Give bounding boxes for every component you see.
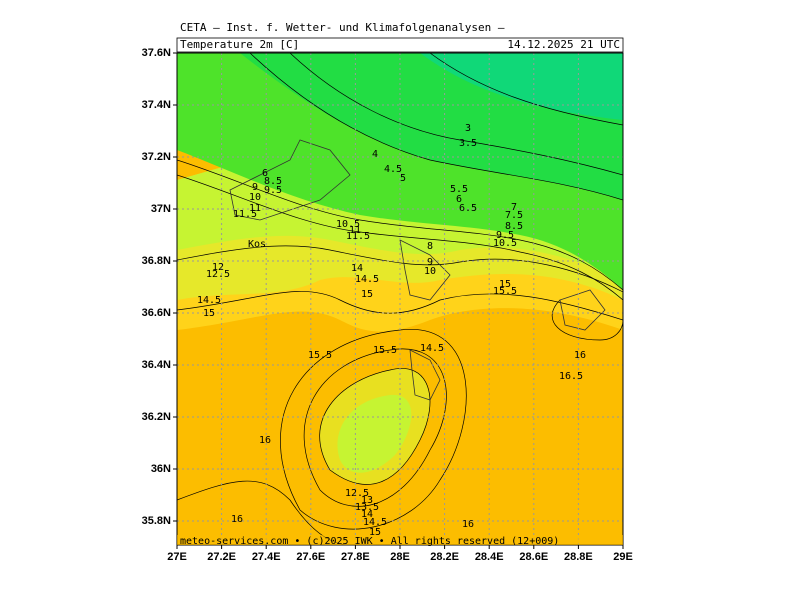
y-tick-label: 37N bbox=[151, 203, 171, 215]
contour-label: 4.5 bbox=[384, 164, 402, 175]
contour-label: 16 bbox=[574, 350, 586, 361]
contour-label: 15.5 bbox=[308, 350, 332, 361]
x-tick-label: 27.2E bbox=[207, 551, 236, 563]
contour-label: 10.5 bbox=[336, 219, 360, 230]
y-tick-label: 36.6N bbox=[142, 307, 171, 319]
contour-label: 11 bbox=[249, 203, 261, 214]
contour-label: 15 bbox=[203, 308, 215, 319]
institute: CETA — Inst. f. Wetter- und Klimafolgena… bbox=[180, 21, 505, 34]
contour-label: 16 bbox=[462, 519, 474, 530]
footer: meteo-services.com • (c)2025 IWK • All r… bbox=[180, 536, 559, 547]
contour-label: 14.5 bbox=[363, 517, 387, 528]
contour-label: 14.5 bbox=[420, 343, 444, 354]
x-tick-label: 28.6E bbox=[519, 551, 548, 563]
place-label: Kos bbox=[248, 239, 266, 250]
y-tick-label: 37.6N bbox=[142, 47, 171, 59]
contour-label: 8.5 bbox=[264, 176, 282, 187]
contour-label: 8.5 bbox=[505, 221, 523, 232]
contour-label: 6.5 bbox=[459, 203, 477, 214]
x-tick-label: 27.6E bbox=[296, 551, 325, 563]
x-tick-label: 27E bbox=[167, 551, 187, 563]
x-tick-label: 28.2E bbox=[430, 551, 459, 563]
contour-label: 11.5 bbox=[346, 231, 370, 242]
x-tick-label: 28.8E bbox=[564, 551, 593, 563]
x-tick-label: 29E bbox=[613, 551, 633, 563]
contour-label: 8 bbox=[427, 241, 433, 252]
contour-label: 14.5 bbox=[355, 274, 379, 285]
contour-label: 4 bbox=[372, 149, 378, 160]
contour-label: 16 bbox=[259, 435, 271, 446]
contour-label: 15.5 bbox=[493, 286, 517, 297]
header-box bbox=[176, 37, 624, 53]
contour-label: 7 bbox=[511, 202, 517, 213]
contour-label: 15 bbox=[369, 527, 381, 538]
contour-label: 13.5 bbox=[355, 502, 379, 513]
y-tick-label: 36.2N bbox=[142, 411, 171, 423]
contour-label: 7.5 bbox=[505, 210, 523, 221]
y-tick-label: 37.2N bbox=[142, 151, 171, 163]
contour-label: 14.5 bbox=[197, 295, 221, 306]
y-tick-label: 36N bbox=[151, 463, 171, 475]
contour-label: 13 bbox=[361, 495, 373, 506]
contour-label: 9.5 bbox=[264, 185, 282, 196]
contour-label: 15 bbox=[361, 289, 373, 300]
x-tick-label: 27.8E bbox=[341, 551, 370, 563]
contour-label: 9 bbox=[427, 257, 433, 268]
contour-label: 6 bbox=[456, 194, 462, 205]
contour-label: 3.5 bbox=[459, 138, 477, 149]
contour-label: 11 bbox=[349, 225, 361, 236]
contour-label: 12 bbox=[212, 262, 224, 273]
contour-label: 12.5 bbox=[206, 269, 230, 280]
contour-label: 9.5 bbox=[496, 230, 514, 241]
contour-label: 11.5 bbox=[233, 209, 257, 220]
contour-label: 10.5 bbox=[493, 238, 517, 249]
contour-label: 14 bbox=[351, 263, 363, 274]
contour-label: 12.5 bbox=[345, 488, 369, 499]
x-tick-label: 27.4E bbox=[252, 551, 281, 563]
contour-label: 9 bbox=[252, 182, 258, 193]
valid-time: 14.12.2025 21 UTC bbox=[507, 38, 620, 51]
contour-label: 15 bbox=[499, 279, 511, 290]
contour-label: 10 bbox=[424, 266, 436, 277]
contour-label: 5 bbox=[400, 173, 406, 184]
contour-label: 14 bbox=[361, 509, 373, 520]
y-tick-label: 36.4N bbox=[142, 359, 171, 371]
contour-label: 16 bbox=[231, 514, 243, 525]
contour-label: 3 bbox=[465, 123, 471, 134]
contour-label: 15.5 bbox=[373, 345, 397, 356]
contour-label: 16.5 bbox=[559, 371, 583, 382]
x-tick-label: 28.4E bbox=[475, 551, 504, 563]
x-tick-label: 28E bbox=[390, 551, 410, 563]
contour-label: 6 bbox=[262, 168, 268, 179]
parameter: Temperature 2m [C] bbox=[180, 38, 299, 51]
y-tick-label: 36.8N bbox=[142, 255, 171, 267]
footer-band bbox=[177, 535, 623, 545]
contour-label: 5.5 bbox=[450, 184, 468, 195]
contour-label: 10 bbox=[249, 192, 261, 203]
y-tick-label: 37.4N bbox=[142, 99, 171, 111]
y-tick-label: 35.8N bbox=[142, 515, 171, 527]
